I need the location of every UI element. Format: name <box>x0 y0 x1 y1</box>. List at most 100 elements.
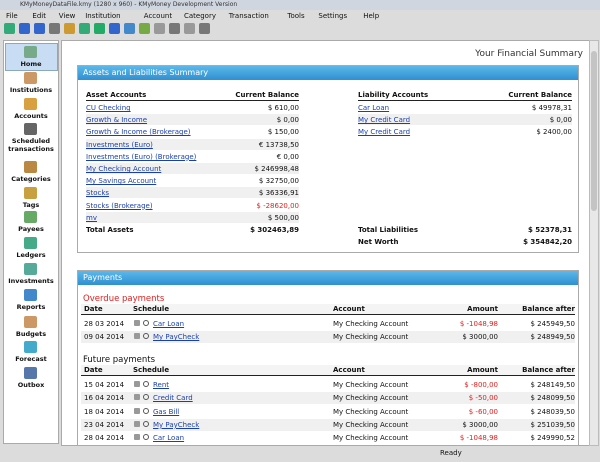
page-title: Your Financial Summary <box>475 49 583 59</box>
status-text: Ready <box>440 449 462 457</box>
toolbar <box>0 22 600 36</box>
toolbar-button[interactable] <box>49 23 60 34</box>
summary-panel: Assets and Liabilities SummaryAsset Acco… <box>77 65 579 253</box>
menu-bar: File Edit View Institution Account Category Tr… <box>0 11 600 21</box>
nav-label[interactable]: Forecast <box>4 355 58 363</box>
section-title: Future payments <box>83 355 155 365</box>
menu-item[interactable]: Account <box>144 12 172 20</box>
balance-after: $ 248099,50 <box>78 394 575 402</box>
toolbar-button[interactable] <box>124 23 135 34</box>
nav-icon[interactable] <box>24 187 37 199</box>
header-rule <box>81 314 575 315</box>
toolbar-button[interactable] <box>94 23 105 34</box>
scrollbar[interactable] <box>589 40 599 446</box>
nav-label[interactable]: Investments <box>4 277 58 285</box>
column-header: Current Balance <box>358 91 572 99</box>
balance-after: $ 248949,50 <box>78 333 575 341</box>
nav-icon[interactable] <box>24 161 37 173</box>
total-value: $ 52378,31 <box>358 226 572 234</box>
nav-icon[interactable] <box>24 237 37 249</box>
menu-item[interactable]: Category <box>184 12 216 20</box>
main-view: Your Financial Summary Assets and Liabili… <box>61 40 590 446</box>
balance: $ 150,00 <box>86 128 299 136</box>
nav-label[interactable]: Categories <box>4 175 58 183</box>
nav-label[interactable]: Home <box>4 60 58 68</box>
toolbar-button[interactable] <box>154 23 165 34</box>
nav-label[interactable]: Budgets <box>4 330 58 338</box>
nav-label[interactable]: Tags <box>4 201 58 209</box>
nav-label[interactable]: Ledgers <box>4 251 58 259</box>
total-value: $ 354842,20 <box>358 238 572 246</box>
balance: $ 32750,00 <box>86 177 299 185</box>
scroll-thumb[interactable] <box>591 51 597 211</box>
nav-label[interactable]: Institutions <box>4 86 58 94</box>
column-header: Balance after <box>78 305 575 313</box>
balance-after: $ 249990,52 <box>78 434 575 442</box>
balance: $ 2400,00 <box>358 128 572 136</box>
balance: $ -28620,00 <box>86 202 299 210</box>
payments-panel: PaymentsOverdue paymentsDateScheduleAcco… <box>77 270 579 446</box>
balance: $ 0,00 <box>86 116 299 124</box>
balance-after: $ 251039,50 <box>78 421 575 429</box>
window-title: KMyMoneyDataFile.kmy (1280 x 960) - KMyM… <box>20 1 237 8</box>
panel-title: Payments <box>83 273 122 282</box>
toolbar-button[interactable] <box>79 23 90 34</box>
toolbar-button[interactable] <box>139 23 150 34</box>
balance: $ 36336,91 <box>86 189 299 197</box>
menu-item[interactable]: Tools <box>287 12 304 20</box>
nav-icon[interactable] <box>24 123 37 135</box>
nav-label[interactable]: Payees <box>4 225 58 233</box>
nav-icon[interactable] <box>24 289 37 301</box>
balance-after: $ 248149,50 <box>78 381 575 389</box>
menu-item[interactable]: Transaction <box>229 12 269 20</box>
balance-after: $ 248039,50 <box>78 408 575 416</box>
balance: $ 0,00 <box>358 116 572 124</box>
section-title: Overdue payments <box>83 294 164 304</box>
balance: $ 610,00 <box>86 104 299 112</box>
toolbar-button[interactable] <box>64 23 75 34</box>
header-rule <box>81 375 575 376</box>
header-rule <box>358 100 572 101</box>
menu-item[interactable]: File <box>6 12 18 20</box>
sidebar: Home Institutions Accounts Scheduled transa… <box>3 40 59 444</box>
toolbar-button[interactable] <box>199 23 210 34</box>
nav-icon[interactable] <box>24 211 37 223</box>
balance: $ 246998,48 <box>86 165 299 173</box>
balance: € 13738,50 <box>86 141 299 149</box>
nav-icon[interactable] <box>24 72 37 84</box>
nav-label[interactable]: Outbox <box>4 381 58 389</box>
menu-item[interactable]: Settings <box>318 12 347 20</box>
toolbar-button[interactable] <box>19 23 30 34</box>
menu-item[interactable]: Institution <box>85 12 120 20</box>
panel-title: Assets and Liabilities Summary <box>83 68 208 77</box>
toolbar-button[interactable] <box>4 23 15 34</box>
balance-after: $ 245949,50 <box>78 320 575 328</box>
panel-title-bar <box>78 271 578 285</box>
nav-label[interactable]: Reports <box>4 303 58 311</box>
column-header: Balance after <box>78 366 575 374</box>
header-rule <box>86 100 299 101</box>
nav-icon[interactable] <box>24 263 37 275</box>
menu-item[interactable]: Edit <box>32 12 46 20</box>
nav-icon[interactable] <box>24 316 37 328</box>
nav-label[interactable]: Scheduled transactions <box>4 137 58 153</box>
balance: $ 49978,31 <box>358 104 572 112</box>
menu-item[interactable]: View <box>59 12 76 20</box>
nav-icon[interactable] <box>24 98 37 110</box>
toolbar-button[interactable] <box>109 23 120 34</box>
balance: € 0,00 <box>86 153 299 161</box>
toolbar-button[interactable] <box>184 23 195 34</box>
nav-icon[interactable] <box>24 46 37 58</box>
nav-label[interactable]: Accounts <box>4 112 58 120</box>
toolbar-button[interactable] <box>169 23 180 34</box>
menu-item[interactable]: Help <box>363 12 379 20</box>
nav-icon[interactable] <box>24 367 37 379</box>
balance: $ 500,00 <box>86 214 299 222</box>
toolbar-button[interactable] <box>34 23 45 34</box>
total-value: $ 302463,89 <box>86 226 299 234</box>
column-header: Current Balance <box>86 91 299 99</box>
nav-icon[interactable] <box>24 341 37 353</box>
